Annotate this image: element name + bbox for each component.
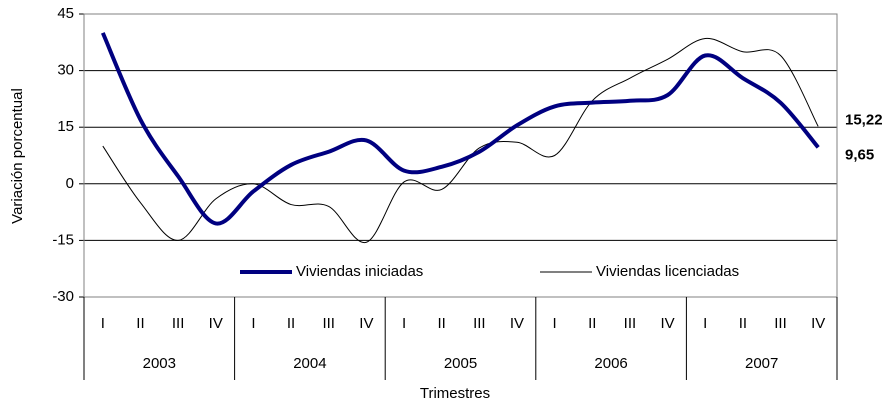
x-tick-label: IV (660, 315, 674, 332)
year-label: 2006 (594, 355, 627, 372)
x-tick-label: I (703, 315, 707, 332)
x-tick-label: II (136, 315, 144, 332)
x-tick-label: III (172, 315, 185, 332)
x-tick-label: II (588, 315, 596, 332)
x-tick-label: II (287, 315, 295, 332)
x-tick-label: IV (811, 315, 825, 332)
x-tick-label: II (739, 315, 747, 332)
x-tick-label: I (402, 315, 406, 332)
x-tick-label: IV (359, 315, 373, 332)
x-tick-label: III (322, 315, 335, 332)
y-tick-label: 15 (57, 118, 74, 135)
year-label: 2003 (143, 355, 176, 372)
x-tick-label: I (553, 315, 557, 332)
y-tick-label: -30 (52, 288, 74, 305)
legend-label: Viviendas licenciadas (596, 263, 739, 280)
year-label: 2004 (293, 355, 326, 372)
y-tick-label: 30 (57, 62, 74, 79)
y-axis-label: Variación porcentual (9, 88, 26, 224)
plot-border (83, 13, 838, 298)
x-axis-label: Trimestres (420, 385, 490, 402)
x-tick-label: III (473, 315, 486, 332)
x-tick-label: IV (510, 315, 524, 332)
series-line (100, 32, 820, 226)
y-tick-label: 0 (66, 175, 74, 192)
data-label: 15,22 (845, 111, 883, 128)
year-label: 2007 (745, 355, 778, 372)
x-tick-label: I (251, 315, 255, 332)
data-label: 9,65 (845, 146, 874, 163)
x-tick-label: IV (209, 315, 223, 332)
year-label: 2005 (444, 355, 477, 372)
series-line (102, 38, 819, 243)
x-tick-label: III (624, 315, 637, 332)
legend-label: Viviendas iniciadas (296, 263, 423, 280)
x-tick-label: III (774, 315, 787, 332)
y-tick-label: 45 (57, 5, 74, 22)
x-tick-label: II (438, 315, 446, 332)
y-tick-label: -15 (52, 231, 74, 248)
x-tick-label: I (101, 315, 105, 332)
